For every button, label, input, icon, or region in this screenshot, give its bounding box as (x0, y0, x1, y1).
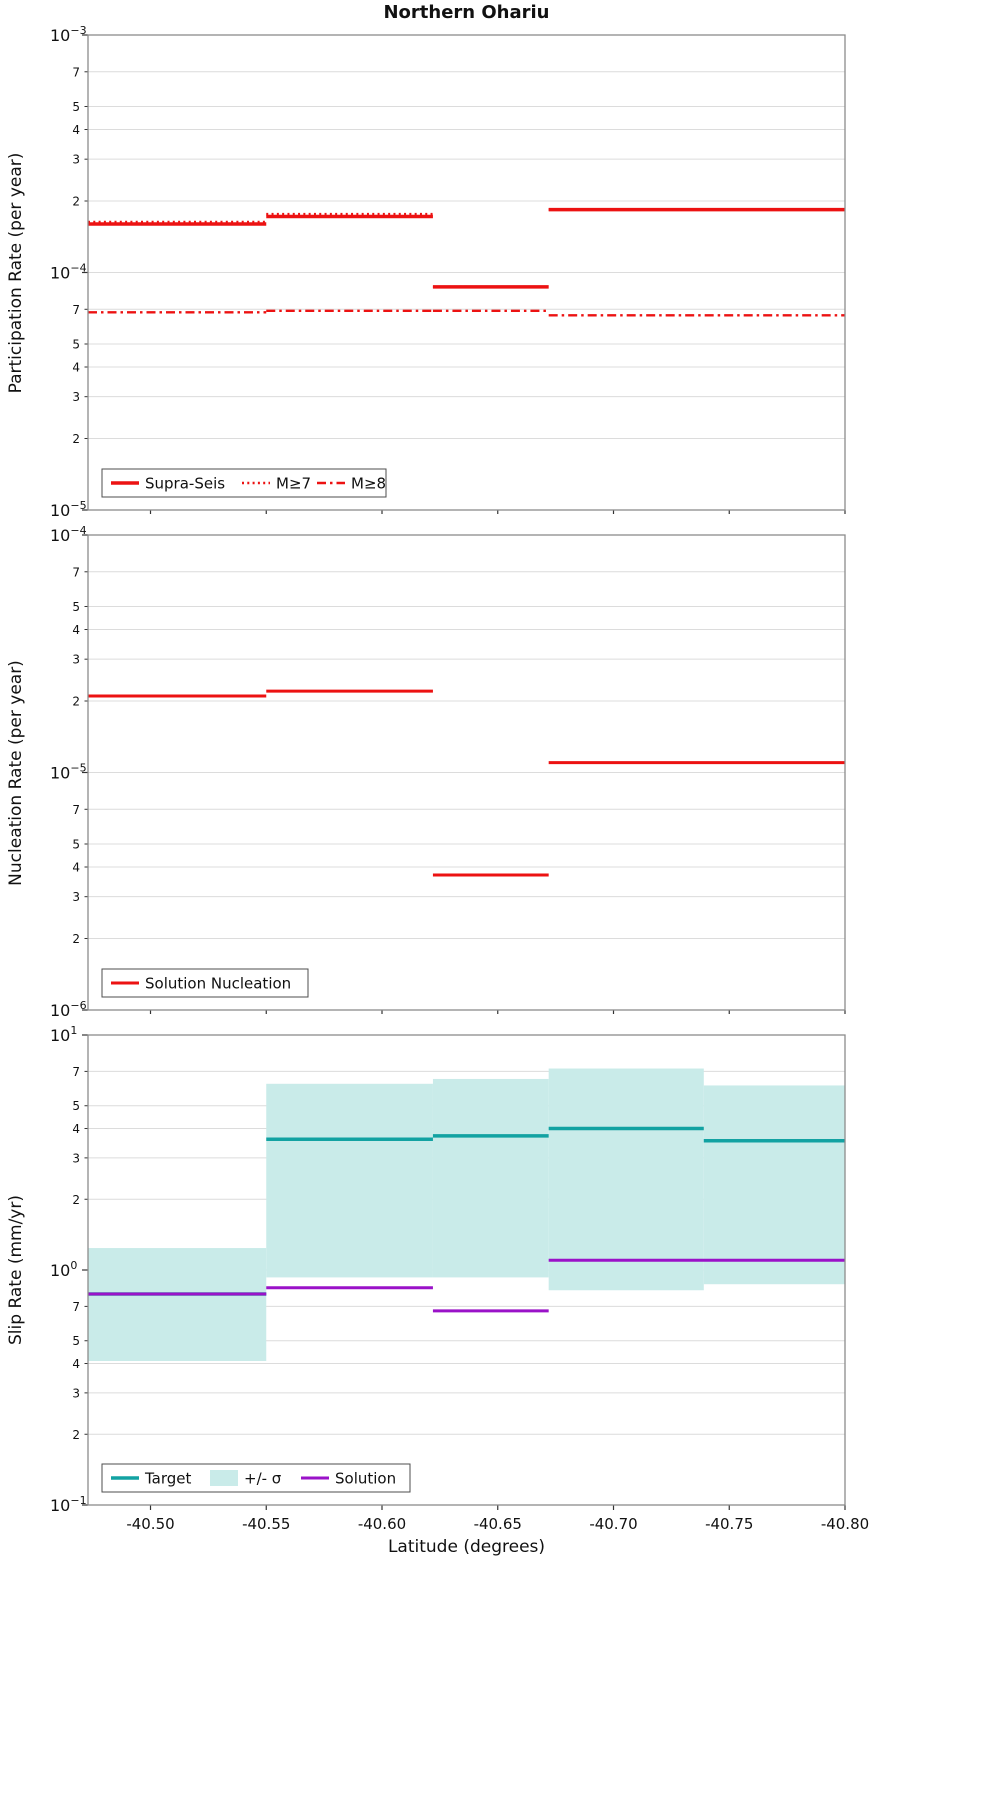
legend: Supra-Seis M≥7 M≥8 (101, 468, 387, 498)
y-decade-tick-label: 10−5 (50, 762, 87, 783)
legend-label: Solution Nucleation (145, 975, 291, 993)
y-minor-tick-label: 5 (72, 100, 80, 114)
y-minor-tick-label: 5 (72, 1334, 80, 1348)
nucleation-y-axis-label: Nucleation Rate (per year) (6, 660, 26, 886)
y-decade-tick-label: 10−5 (50, 499, 87, 520)
slip-y-axis-label: Slip Rate (mm/yr) (6, 1195, 26, 1345)
y-minor-tick-label: 5 (72, 1099, 80, 1113)
legend-label: M≥8 (351, 475, 386, 493)
solution-nucleation-line (88, 689, 845, 877)
y-minor-tick-label: 3 (72, 653, 80, 667)
sigma-band-region (88, 1248, 267, 1361)
y-minor-tick-label: 7 (72, 303, 80, 317)
plot-frame (87, 534, 846, 1011)
y-minor-tick-label: 7 (72, 1300, 80, 1314)
sigma-band (88, 1068, 845, 1361)
sigma-band-region (266, 1083, 433, 1278)
legend-label: Solution (335, 1470, 396, 1488)
legend-label: M≥7 (276, 475, 311, 493)
y-minor-tick-label: 2 (72, 695, 80, 709)
sigma-band-region (703, 1085, 845, 1285)
y-minor-tick-label: 4 (72, 123, 80, 137)
x-tick-label: -40.75 (705, 1515, 753, 1533)
y-minor-tick-label: 7 (72, 565, 80, 579)
supra-seis-line (88, 207, 845, 289)
legend-label: Target (144, 1470, 192, 1488)
plot-frame (87, 34, 846, 511)
x-tick-label: -40.70 (589, 1515, 637, 1533)
y-minor-tick-label: 2 (72, 932, 80, 946)
y-minor-tick-label: 4 (72, 361, 80, 375)
y-minor-tick-label: 3 (72, 1151, 80, 1165)
y-minor-tick-label: 7 (72, 803, 80, 817)
participation-y-axis-label: Participation Rate (per year) (6, 152, 26, 394)
y-minor-tick-label: 3 (72, 1386, 80, 1400)
y-minor-tick-label: 4 (72, 1357, 80, 1371)
legend: Solution Nucleation (101, 968, 309, 998)
participation-rate-plot: 10−3 10−4 10−5 7 5 4 3 2 7 5 4 3 2 Supra-Seis M≥7 M≥8 (50, 24, 846, 520)
legend-label: Supra-Seis (145, 475, 225, 493)
y-decade-tick-label: 100 (50, 1259, 77, 1280)
y-decade-tick-label: 10−4 (50, 262, 87, 283)
legend-box (101, 1463, 411, 1493)
y-minor-tick-label: 2 (72, 195, 80, 209)
y-decade-tick-label: 101 (50, 1024, 77, 1045)
x-tick-label: -40.50 (126, 1515, 174, 1533)
sigma-band-region (548, 1068, 704, 1291)
y-minor-tick-label: 5 (72, 837, 80, 851)
x-tick-label: -40.80 (821, 1515, 869, 1533)
y-minor-tick-label: 4 (72, 623, 80, 637)
y-minor-tick-label: 4 (72, 861, 80, 875)
x-tick-label: -40.55 (242, 1515, 290, 1533)
figure-title: Northern Ohariu (383, 2, 550, 23)
nucleation-rate-plot: 10−4 10−5 10−6 7 5 4 3 2 7 5 4 3 2 Solution Nucleatio… (50, 524, 846, 1020)
x-tick-label: -40.60 (358, 1515, 406, 1533)
y-minor-tick-label: 3 (72, 390, 80, 404)
y-minor-tick-label: 7 (72, 1065, 80, 1079)
m-8-line (88, 309, 845, 317)
y-minor-tick-label: 2 (72, 1428, 80, 1442)
sigma-band-region (432, 1078, 549, 1278)
plot-frame (87, 1034, 846, 1506)
y-minor-tick-label: 4 (72, 1122, 80, 1136)
y-decade-tick-label: 10−4 (50, 524, 87, 545)
y-minor-tick-label: 5 (72, 337, 80, 351)
legend-sigma-swatch (210, 1470, 238, 1486)
legend-label: +/- σ (244, 1470, 282, 1488)
legend: Target +/- σ Solution (101, 1463, 411, 1493)
y-minor-tick-label: 3 (72, 890, 80, 904)
y-decade-tick-label: 10−3 (50, 24, 87, 45)
y-minor-tick-label: 7 (72, 65, 80, 79)
y-minor-tick-label: 2 (72, 1193, 80, 1207)
y-decade-tick-label: 10−1 (50, 1494, 87, 1515)
y-minor-tick-label: 5 (72, 600, 80, 614)
x-axis-label: Latitude (degrees) (387, 1537, 546, 1557)
x-tick-label: -40.65 (474, 1515, 522, 1533)
y-decade-tick-label: 10−6 (50, 999, 87, 1020)
y-minor-tick-label: 3 (72, 153, 80, 167)
slip-rate-plot: 101 100 10−1 7 5 4 3 2 7 5 4 3 2 -40.50 -40.55 -40.60 -4… (50, 1024, 869, 1533)
m-7-line (88, 208, 845, 289)
y-minor-tick-label: 2 (72, 432, 80, 446)
solution-line (88, 1258, 845, 1313)
